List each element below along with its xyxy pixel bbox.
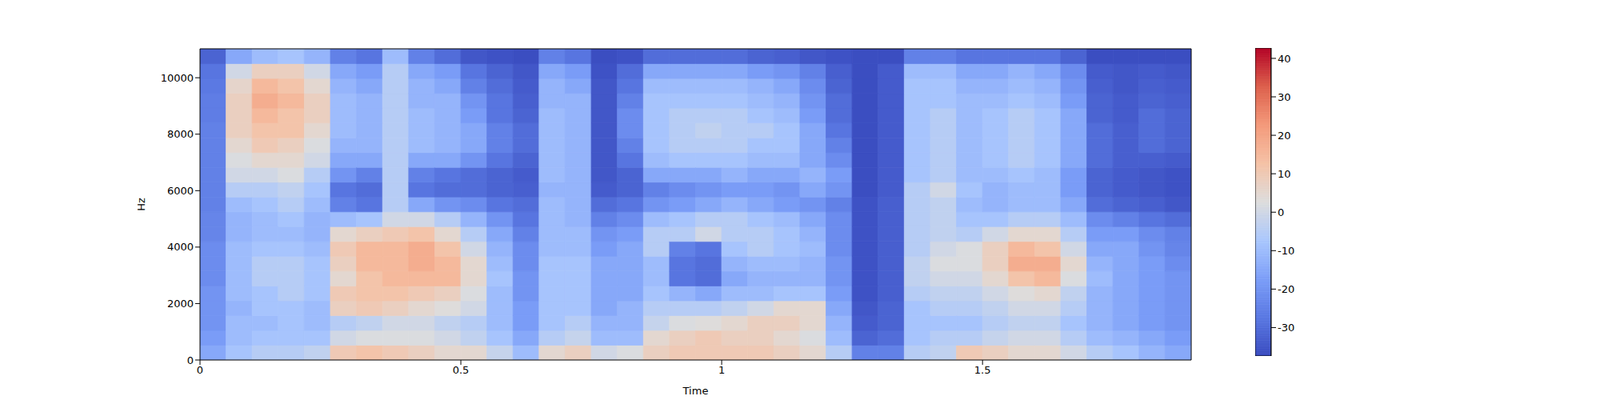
- svg-text:0: 0: [1277, 206, 1284, 219]
- svg-text:10000: 10000: [160, 72, 194, 84]
- svg-text:1: 1: [718, 364, 725, 376]
- svg-text:-10: -10: [1277, 244, 1295, 257]
- svg-text:-20: -20: [1277, 283, 1295, 296]
- svg-text:8000: 8000: [167, 128, 194, 140]
- svg-text:0.5: 0.5: [452, 364, 470, 376]
- svg-text:10: 10: [1277, 168, 1292, 180]
- svg-text:30: 30: [1277, 91, 1292, 104]
- svg-text:0: 0: [187, 354, 194, 367]
- svg-text:40: 40: [1277, 52, 1292, 65]
- svg-text:1.5: 1.5: [974, 364, 992, 376]
- svg-text:-30: -30: [1277, 321, 1295, 334]
- svg-text:2000: 2000: [167, 297, 194, 310]
- svg-text:Time: Time: [682, 384, 709, 397]
- svg-text:20: 20: [1277, 129, 1292, 142]
- svg-text:0: 0: [196, 364, 204, 376]
- svg-text:Hz: Hz: [135, 197, 148, 212]
- svg-text:6000: 6000: [167, 184, 194, 197]
- svg-text:4000: 4000: [167, 240, 194, 253]
